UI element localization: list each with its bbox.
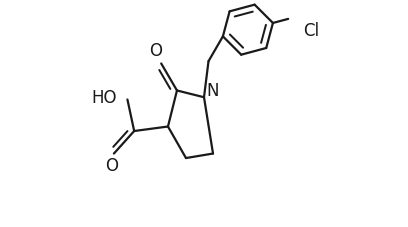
Text: Cl: Cl bbox=[303, 22, 319, 39]
Text: HO: HO bbox=[91, 89, 117, 107]
Text: O: O bbox=[105, 156, 118, 174]
Text: N: N bbox=[206, 82, 219, 100]
Text: O: O bbox=[149, 42, 162, 60]
